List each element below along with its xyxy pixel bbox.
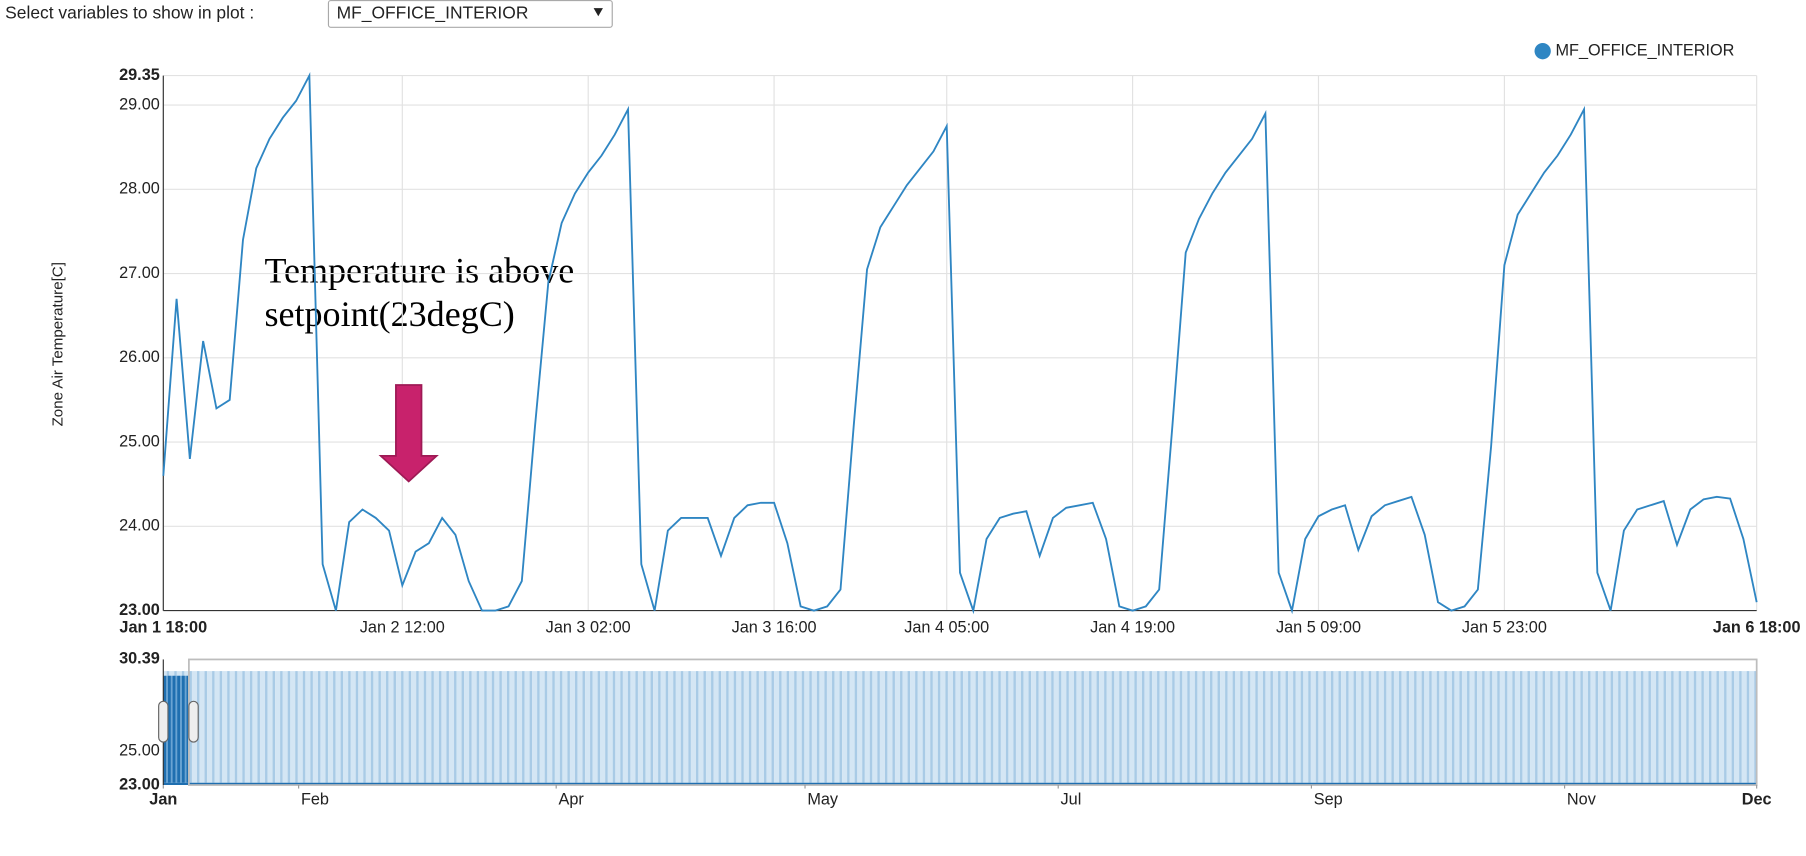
x-tick-label: Sep xyxy=(1314,790,1343,808)
x-tick-label: Jan 6 18:00 xyxy=(1713,618,1801,636)
y-tick-label: 23.00 xyxy=(119,775,160,793)
range-handle-grip[interactable] xyxy=(188,700,199,743)
x-tick-label: Jan 1 18:00 xyxy=(119,618,207,636)
y-tick-label: 24.00 xyxy=(119,517,160,535)
x-tick-label: Jan 4 05:00 xyxy=(904,618,989,636)
variable-dropdown[interactable]: MF_OFFICE_INTERIOR xyxy=(327,0,613,28)
x-tick-label: Jan 3 16:00 xyxy=(732,618,817,636)
overview-series xyxy=(163,671,1757,783)
legend-marker xyxy=(1534,43,1551,60)
range-handle-grip[interactable] xyxy=(158,700,169,743)
x-tick-label: Feb xyxy=(301,790,329,808)
y-tick-label: 30.39 xyxy=(119,650,160,668)
x-tick-label: May xyxy=(807,790,839,808)
legend-label: MF_OFFICE_INTERIOR xyxy=(1555,41,1734,59)
y-tick-label: 27.00 xyxy=(119,264,160,282)
range-handle[interactable] xyxy=(158,700,169,743)
variable-selector: Select variables to show in plot : MF_OF… xyxy=(5,0,613,28)
x-tick-label: Jan xyxy=(149,790,177,808)
y-tick-label: 29.35 xyxy=(119,66,160,84)
y-tick-label: 29.00 xyxy=(119,95,160,113)
x-tick-label: Jul xyxy=(1061,790,1082,808)
annotation-text: setpoint(23degC) xyxy=(264,294,514,334)
dropdown-arrow[interactable] xyxy=(593,8,603,17)
y-tick-label: 28.00 xyxy=(119,180,160,198)
y-tick-label: 26.00 xyxy=(119,348,160,366)
x-tick-label: Jan 5 09:00 xyxy=(1276,618,1361,636)
dropdown-box[interactable] xyxy=(327,0,613,28)
plot-area: MF_OFFICE_INTERIOR xyxy=(162,41,1758,615)
annotation-text: Temperature is above xyxy=(264,251,574,291)
x-tick-label: Jan 2 12:00 xyxy=(360,618,445,636)
x-tick-label: Jan 5 23:00 xyxy=(1462,618,1547,636)
y-tick-label: 25.00 xyxy=(119,432,160,450)
annotation: Temperature is above setpoint(23degC) xyxy=(264,251,574,334)
series-line xyxy=(162,72,1758,615)
y-tick-label: 25.00 xyxy=(119,741,160,759)
y-tick-label: 23.00 xyxy=(119,601,160,619)
dropdown-value[interactable]: MF_OFFICE_INTERIOR xyxy=(337,3,529,24)
selector-label: Select variables to show in plot : xyxy=(5,3,254,23)
x-tick-label: Jan 4 19:00 xyxy=(1090,618,1175,636)
x-tick-label: Jan 3 02:00 xyxy=(546,618,631,636)
range-handle[interactable] xyxy=(188,700,199,743)
y-axis-label: Zone Air Temperature[C] xyxy=(50,262,67,426)
range-selector: 23.00 25.00 30.39 Jan Feb Apr May Jul Sep Nov Dec xyxy=(119,650,1771,809)
x-tick-label: Dec xyxy=(1742,790,1772,808)
x-tick-label: Apr xyxy=(559,790,585,808)
x-tick-label: Nov xyxy=(1567,790,1597,808)
annotation-arrow xyxy=(378,384,439,483)
